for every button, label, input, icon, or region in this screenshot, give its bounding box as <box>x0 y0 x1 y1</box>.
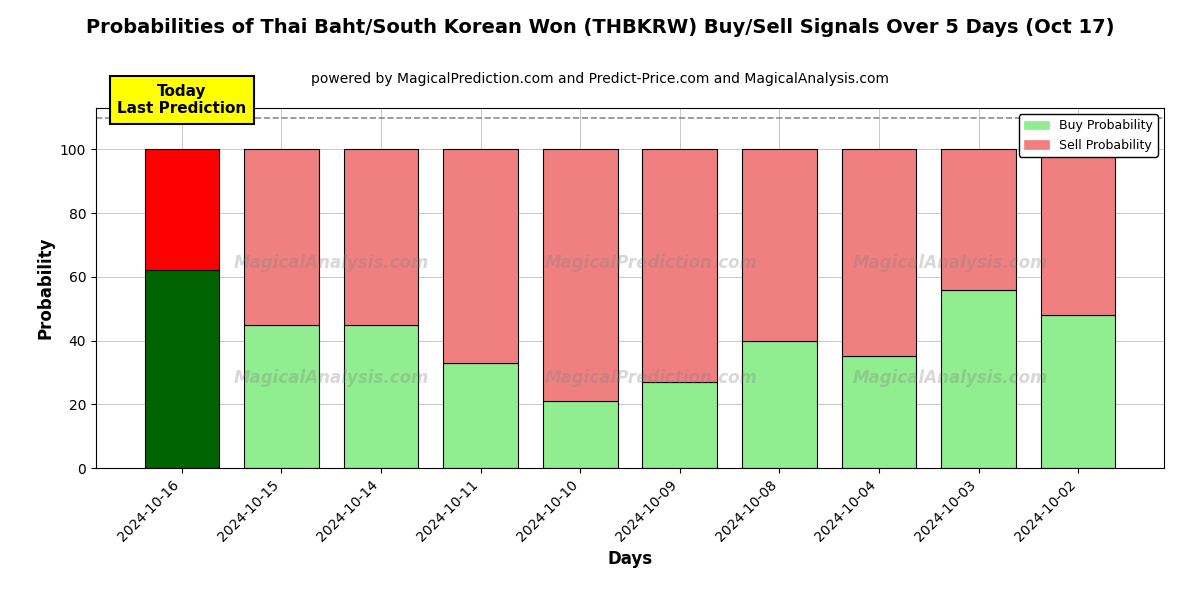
Bar <box>742 341 817 468</box>
Bar <box>542 149 618 401</box>
Text: powered by MagicalPrediction.com and Predict-Price.com and MagicalAnalysis.com: powered by MagicalPrediction.com and Pre… <box>311 72 889 86</box>
Bar <box>343 149 419 325</box>
X-axis label: Days: Days <box>607 550 653 568</box>
Bar <box>343 325 419 468</box>
Text: Today
Last Prediction: Today Last Prediction <box>118 83 246 116</box>
Bar <box>642 382 718 468</box>
Text: MagicalAnalysis.com: MagicalAnalysis.com <box>853 369 1048 387</box>
Text: MagicalAnalysis.com: MagicalAnalysis.com <box>853 254 1048 272</box>
Bar <box>443 149 518 363</box>
Bar <box>244 149 319 325</box>
Bar <box>941 290 1016 468</box>
Bar <box>841 356 917 468</box>
Bar <box>443 363 518 468</box>
Bar <box>244 325 319 468</box>
Bar <box>542 401 618 468</box>
Bar <box>144 271 220 468</box>
Bar <box>941 149 1016 290</box>
Text: MagicalAnalysis.com: MagicalAnalysis.com <box>233 369 428 387</box>
Text: MagicalPrediction.com: MagicalPrediction.com <box>545 254 757 272</box>
Bar <box>1040 315 1116 468</box>
Text: MagicalPrediction.com: MagicalPrediction.com <box>545 369 757 387</box>
Y-axis label: Probability: Probability <box>36 237 54 339</box>
Legend: Buy Probability, Sell Probability: Buy Probability, Sell Probability <box>1019 114 1158 157</box>
Bar <box>642 149 718 382</box>
Text: MagicalAnalysis.com: MagicalAnalysis.com <box>233 254 428 272</box>
Bar <box>1040 149 1116 315</box>
Text: Probabilities of Thai Baht/South Korean Won (THBKRW) Buy/Sell Signals Over 5 Day: Probabilities of Thai Baht/South Korean … <box>85 18 1115 37</box>
Bar <box>742 149 817 341</box>
Bar <box>144 149 220 271</box>
Bar <box>841 149 917 356</box>
